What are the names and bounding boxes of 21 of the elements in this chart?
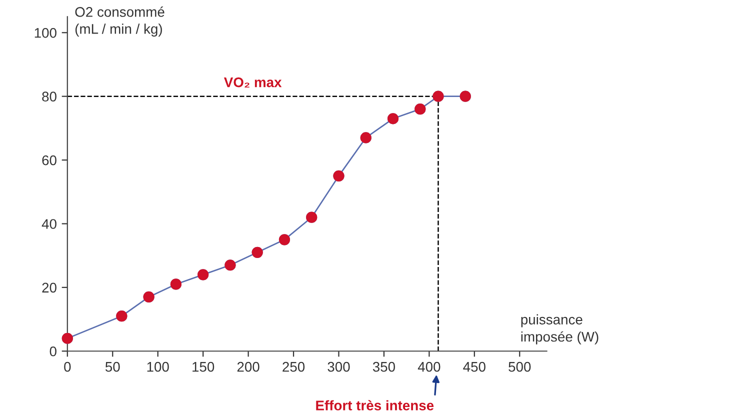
x-axis-title: puissance imposée (W) — [521, 314, 598, 344]
y-tick-label: 20 — [42, 282, 56, 293]
y-tick-label: 60 — [42, 155, 56, 166]
y-tick-label: 80 — [42, 92, 56, 102]
x-tick-label: 300 — [328, 362, 350, 372]
x-tick-label: 100 — [147, 362, 169, 372]
x-tick-label: 400 — [418, 362, 440, 372]
y-axis-title: O2 consommé (mL / min / kg) — [75, 6, 164, 37]
ref-line-label: VO₂ max — [224, 77, 282, 88]
y-tick-label: 100 — [34, 28, 56, 38]
x-tick-label: 200 — [237, 362, 260, 372]
y-tick-label: 0 — [50, 346, 56, 356]
x-tick-label: 350 — [372, 362, 396, 372]
x-tick-label: 50 — [105, 362, 120, 372]
x-tick-label: 150 — [192, 362, 214, 372]
text: Effort très intense — [316, 400, 434, 410]
x-tick-label: 250 — [282, 362, 305, 372]
x-tick-label: 500 — [508, 362, 531, 372]
x-tick-label: 0 — [64, 362, 71, 372]
x-tick-label: 450 — [463, 362, 486, 372]
y-tick-label: 40 — [42, 219, 56, 229]
